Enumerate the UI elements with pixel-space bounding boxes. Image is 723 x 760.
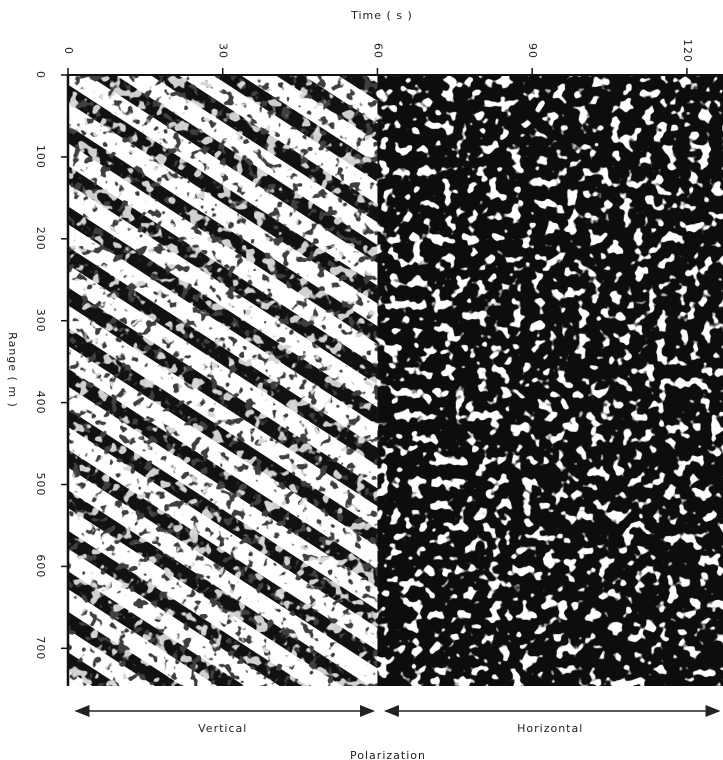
region-texture	[377, 75, 723, 686]
x-tick-label: 0	[62, 47, 75, 55]
x-tick-label: 30	[217, 43, 230, 59]
x-tick-label: 90	[526, 43, 539, 59]
y-tick-label: 300	[34, 309, 47, 333]
x-tick-label: 60	[371, 43, 384, 59]
y-tick-label: 500	[34, 473, 47, 497]
x-tick-label: 120	[681, 39, 694, 63]
y-tick-label: 0	[34, 71, 47, 79]
region-texture	[68, 75, 378, 686]
x-axis-label: Time ( s )	[350, 9, 413, 22]
y-axis-label: Range ( m )	[6, 332, 19, 408]
region-label: Horizontal	[517, 722, 583, 735]
y-tick-label: 700	[34, 636, 47, 660]
region-label: Vertical	[198, 722, 247, 735]
y-tick-label: 100	[34, 145, 47, 169]
group-label: Polarization	[350, 749, 426, 760]
y-tick-label: 600	[34, 554, 47, 578]
y-tick-label: 200	[34, 227, 47, 251]
y-tick-label: 400	[34, 391, 47, 415]
